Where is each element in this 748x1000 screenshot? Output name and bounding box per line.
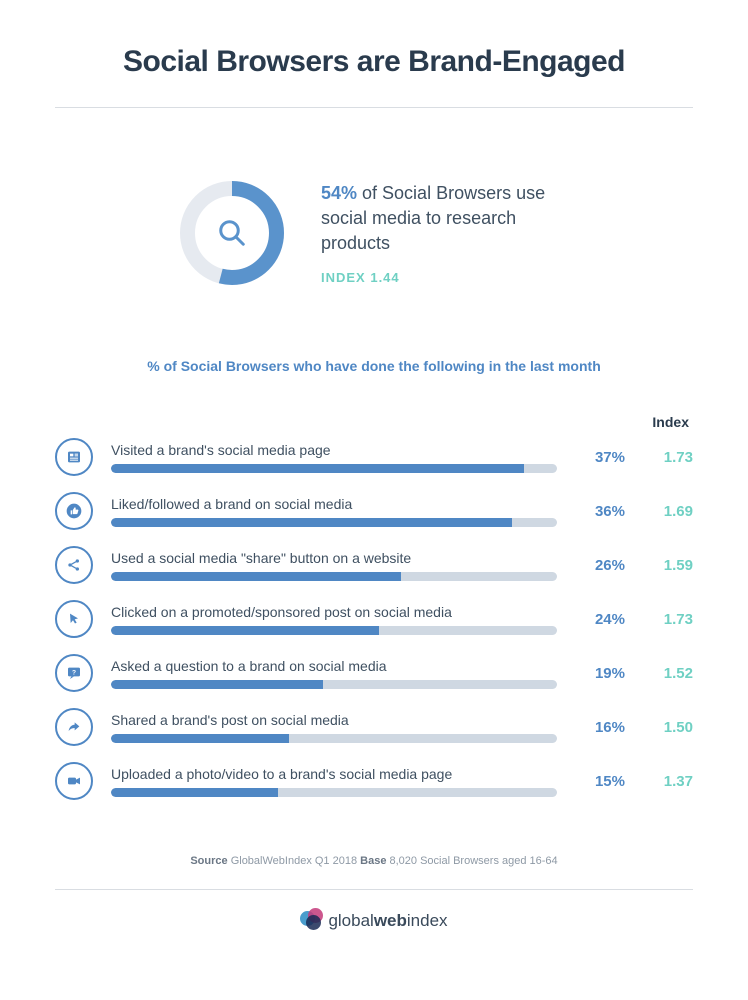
logo-text-pre: global	[328, 911, 373, 930]
donut-chart	[177, 178, 287, 288]
logo-text-mid: web	[374, 911, 407, 930]
bar-body: Liked/followed a brand on social media	[111, 496, 557, 527]
logo-text-post: index	[407, 911, 448, 930]
bar-pct: 36%	[575, 503, 625, 520]
base-value: 8,020 Social Browsers aged 16-64	[390, 855, 558, 867]
bar-fill	[111, 464, 524, 473]
bar-track	[111, 626, 557, 635]
bar-fill	[111, 788, 278, 797]
logo-mark-icon	[300, 908, 326, 930]
bar-fill	[111, 518, 512, 527]
video-icon	[55, 762, 93, 800]
base-label: Base	[360, 855, 386, 867]
bar-list: Visited a brand's social media page 37% 1.…	[55, 438, 693, 800]
bar-index: 1.37	[643, 773, 693, 790]
bar-row: ? Asked a question to a brand on social m…	[55, 654, 693, 692]
bar-body: Visited a brand's social media page	[111, 442, 557, 473]
bar-pct: 24%	[575, 611, 625, 628]
bar-index: 1.73	[643, 449, 693, 466]
hero-index: INDEX 1.44	[321, 270, 571, 285]
bar-row: Clicked on a promoted/sponsored post on …	[55, 600, 693, 638]
bar-index: 1.59	[643, 557, 693, 574]
forward-icon	[55, 708, 93, 746]
bar-label: Shared a brand's post on social media	[111, 712, 557, 728]
bar-label: Asked a question to a brand on social me…	[111, 658, 557, 674]
bar-track	[111, 464, 557, 473]
bar-label: Liked/followed a brand on social media	[111, 496, 557, 512]
bar-index: 1.69	[643, 503, 693, 520]
bar-body: Shared a brand's post on social media	[111, 712, 557, 743]
bar-label: Clicked on a promoted/sponsored post on …	[111, 604, 557, 620]
bar-body: Uploaded a photo/video to a brand's soci…	[111, 766, 557, 797]
bar-row: Uploaded a photo/video to a brand's soci…	[55, 762, 693, 800]
bar-fill	[111, 626, 379, 635]
bar-body: Asked a question to a brand on social me…	[111, 658, 557, 689]
bar-body: Clicked on a promoted/sponsored post on …	[111, 604, 557, 635]
cursor-icon	[55, 600, 93, 638]
source-value: GlobalWebIndex Q1 2018	[231, 855, 357, 867]
bar-pct: 37%	[575, 449, 625, 466]
bar-fill	[111, 572, 401, 581]
bar-row: Liked/followed a brand on social media 36…	[55, 492, 693, 530]
bar-track	[111, 572, 557, 581]
svg-text:?: ?	[72, 669, 76, 676]
search-icon	[177, 178, 287, 288]
bar-index: 1.50	[643, 719, 693, 736]
divider-top	[55, 107, 693, 108]
bar-row: Shared a brand's post on social media 16%…	[55, 708, 693, 746]
source-label: Source	[190, 855, 227, 867]
bar-fill	[111, 680, 323, 689]
bar-track	[111, 788, 557, 797]
bar-track	[111, 734, 557, 743]
bar-track	[111, 518, 557, 527]
bar-pct: 16%	[575, 719, 625, 736]
bar-fill	[111, 734, 289, 743]
chart-subtitle: % of Social Browsers who have done the f…	[55, 358, 693, 374]
bar-label: Uploaded a photo/video to a brand's soci…	[111, 766, 557, 782]
hero-stat: 54% of Social Browsers use social media …	[55, 178, 693, 288]
bar-label: Visited a brand's social media page	[111, 442, 557, 458]
bar-body: Used a social media "share" button on a …	[111, 550, 557, 581]
bar-pct: 19%	[575, 665, 625, 682]
index-column-header: Index	[55, 414, 693, 430]
bar-track	[111, 680, 557, 689]
bar-index: 1.73	[643, 611, 693, 628]
thumb-icon	[55, 492, 93, 530]
source-line: Source GlobalWebIndex Q1 2018 Base 8,020…	[55, 855, 693, 867]
bar-index: 1.52	[643, 665, 693, 682]
bar-pct: 15%	[575, 773, 625, 790]
hero-pct: 54%	[321, 183, 357, 203]
hero-text: 54% of Social Browsers use social media …	[321, 181, 571, 286]
bar-label: Used a social media "share" button on a …	[111, 550, 557, 566]
question-icon: ?	[55, 654, 93, 692]
feed-icon	[55, 438, 93, 476]
bar-pct: 26%	[575, 557, 625, 574]
share-icon	[55, 546, 93, 584]
bar-row: Visited a brand's social media page 37% 1.…	[55, 438, 693, 476]
divider-bottom	[55, 889, 693, 890]
bar-row: Used a social media "share" button on a …	[55, 546, 693, 584]
brand-logo: globalwebindex	[55, 908, 693, 931]
page-title: Social Browsers are Brand-Engaged	[55, 45, 693, 79]
